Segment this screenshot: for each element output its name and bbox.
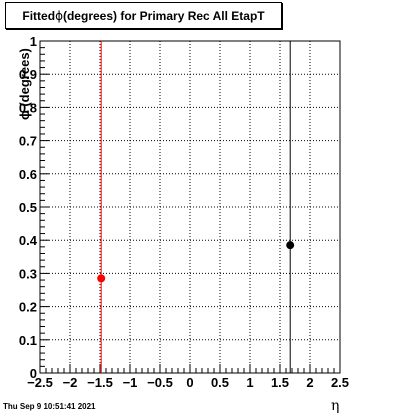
y-tick-label: 0.6 <box>19 167 37 182</box>
y-tick-label: 0.4 <box>19 233 38 248</box>
x-tick-label: 2.5 <box>331 375 349 390</box>
timestamp: Thu Sep 9 10:51:41 2021 <box>3 402 96 411</box>
x-tick-label: 1 <box>246 375 253 390</box>
y-tick-label: 0 <box>30 366 37 381</box>
y-tick-label: 0.9 <box>19 67 37 82</box>
x-tick-label: 0 <box>186 375 193 390</box>
data-point <box>97 274 106 283</box>
y-tick-label: 1 <box>30 34 37 49</box>
data-point <box>286 241 295 250</box>
x-tick-label: 1.5 <box>271 375 289 390</box>
x-tick-label: 2 <box>306 375 313 390</box>
x-tick-label: −1.5 <box>87 375 113 390</box>
x-tick-label: −0.5 <box>147 375 173 390</box>
chart-title: Fitted ϕ (degrees) for Primary Rec All E… <box>5 2 282 29</box>
x-tick-label: 0.5 <box>211 375 229 390</box>
y-axis-label: ϕ (degrees) <box>17 48 32 120</box>
chart-title-prefix: Fitted <box>22 8 56 23</box>
y-tick-label: 0.7 <box>19 134 37 149</box>
chart-title-suffix: (degrees) for Primary Rec All EtapT <box>62 8 265 23</box>
y-tick-label: 0.1 <box>19 333 37 348</box>
x-tick-label: −2.5 <box>27 375 53 390</box>
phi-symbol: ϕ <box>55 8 63 23</box>
y-tick-label: 0.3 <box>19 266 37 281</box>
y-tick-label: 0.8 <box>19 100 37 115</box>
x-tick-label: −2 <box>63 375 78 390</box>
x-tick-label: −1 <box>123 375 138 390</box>
y-tick-label: 0.2 <box>19 300 37 315</box>
x-axis-label: η <box>331 398 340 414</box>
y-tick-label: 0.5 <box>19 200 37 215</box>
